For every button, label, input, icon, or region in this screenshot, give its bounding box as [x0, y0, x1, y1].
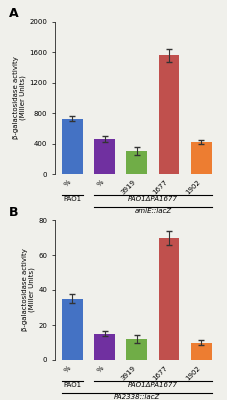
Y-axis label: β-galactosidase activity
(Miller Units): β-galactosidase activity (Miller Units) — [13, 56, 26, 140]
Text: B: B — [9, 206, 18, 219]
Text: 1677: 1677 — [151, 365, 168, 382]
Bar — [62, 118, 83, 174]
Text: %: % — [95, 179, 104, 188]
Bar — [158, 56, 179, 174]
Text: 1677: 1677 — [151, 179, 168, 196]
Bar — [158, 238, 179, 360]
Bar — [94, 334, 115, 360]
Text: PAO1ΔPA1677: PAO1ΔPA1677 — [127, 196, 177, 202]
Text: 3919: 3919 — [119, 179, 136, 196]
Bar — [126, 339, 147, 360]
Bar — [190, 342, 211, 360]
Text: PAO1ΔPA1677: PAO1ΔPA1677 — [127, 382, 177, 388]
Bar — [62, 299, 83, 360]
Text: PAO1: PAO1 — [63, 382, 81, 388]
Text: %: % — [95, 365, 104, 374]
Text: 3919: 3919 — [119, 365, 136, 382]
Text: PA2338::lacZ: PA2338::lacZ — [113, 394, 159, 400]
Y-axis label: β-galactosidase activity
(Miller Units): β-galactosidase activity (Miller Units) — [22, 248, 35, 332]
Text: 1902: 1902 — [183, 179, 200, 196]
Bar — [190, 142, 211, 174]
Text: amiE::lacZ: amiE::lacZ — [134, 208, 171, 214]
Text: 1902: 1902 — [183, 365, 200, 382]
Bar — [126, 151, 147, 174]
Text: %: % — [63, 179, 72, 188]
Bar — [94, 139, 115, 174]
Text: A: A — [9, 7, 18, 20]
Text: %: % — [63, 365, 72, 374]
Text: PAO1: PAO1 — [63, 196, 81, 202]
